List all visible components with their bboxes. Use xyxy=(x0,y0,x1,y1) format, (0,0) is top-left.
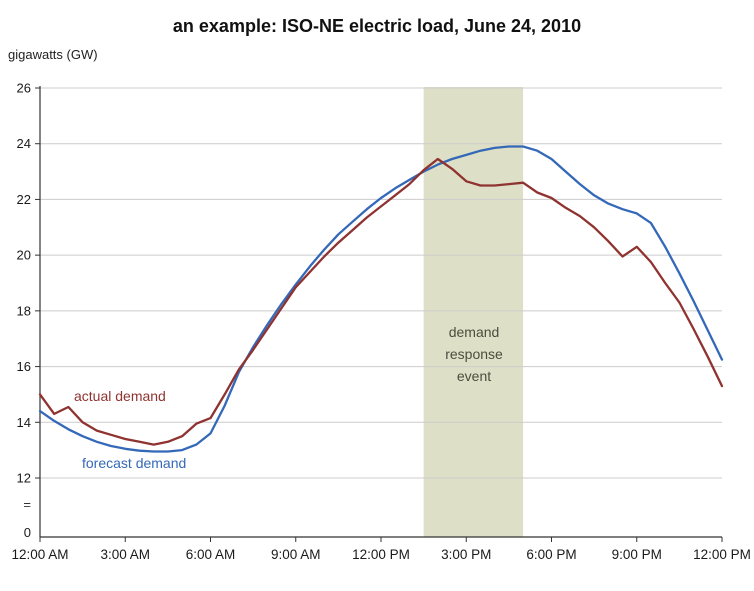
y-tick-label: 26 xyxy=(17,81,31,96)
x-tick-label: 9:00 AM xyxy=(271,547,321,562)
x-tick-label: 12:00 PM xyxy=(352,547,410,562)
y-tick-label: 18 xyxy=(17,303,31,318)
y-axis-unit-label: gigawatts (GW) xyxy=(8,47,98,62)
actual-demand-label: actual demand xyxy=(74,388,166,404)
y-tick-label: 16 xyxy=(17,359,31,374)
x-tick-label: 3:00 PM xyxy=(441,547,491,562)
y-tick-label: 22 xyxy=(17,192,31,207)
y-tick-label: 24 xyxy=(17,136,31,151)
x-tick-label: 12:00 PM xyxy=(693,547,751,562)
band-label-line: event xyxy=(456,368,492,384)
demand-response-event-label: demand response event xyxy=(424,321,524,387)
actual-demand-line xyxy=(38,157,724,446)
forecast-demand-label: forecast demand xyxy=(82,455,187,471)
y-tick-label: 20 xyxy=(17,248,31,263)
y-tick-label: 12 xyxy=(17,471,31,486)
x-tick-label: 6:00 PM xyxy=(526,547,576,562)
x-tick-label: 6:00 AM xyxy=(186,547,236,562)
axis-break-symbol: = xyxy=(23,497,31,512)
x-tick-label: 3:00 AM xyxy=(100,547,150,562)
x-tick-label: 9:00 PM xyxy=(612,547,662,562)
band-label-line: demand xyxy=(448,324,500,340)
y-zero-label: 0 xyxy=(24,525,31,540)
forecast-demand-line xyxy=(38,145,724,453)
band-label-line: response xyxy=(445,346,503,362)
chart-title: an example: ISO-NE electric load, June 2… xyxy=(172,16,582,36)
y-tick-label: 14 xyxy=(17,415,31,430)
event-band xyxy=(423,87,524,537)
x-tick-label: 12:00 AM xyxy=(11,547,68,562)
